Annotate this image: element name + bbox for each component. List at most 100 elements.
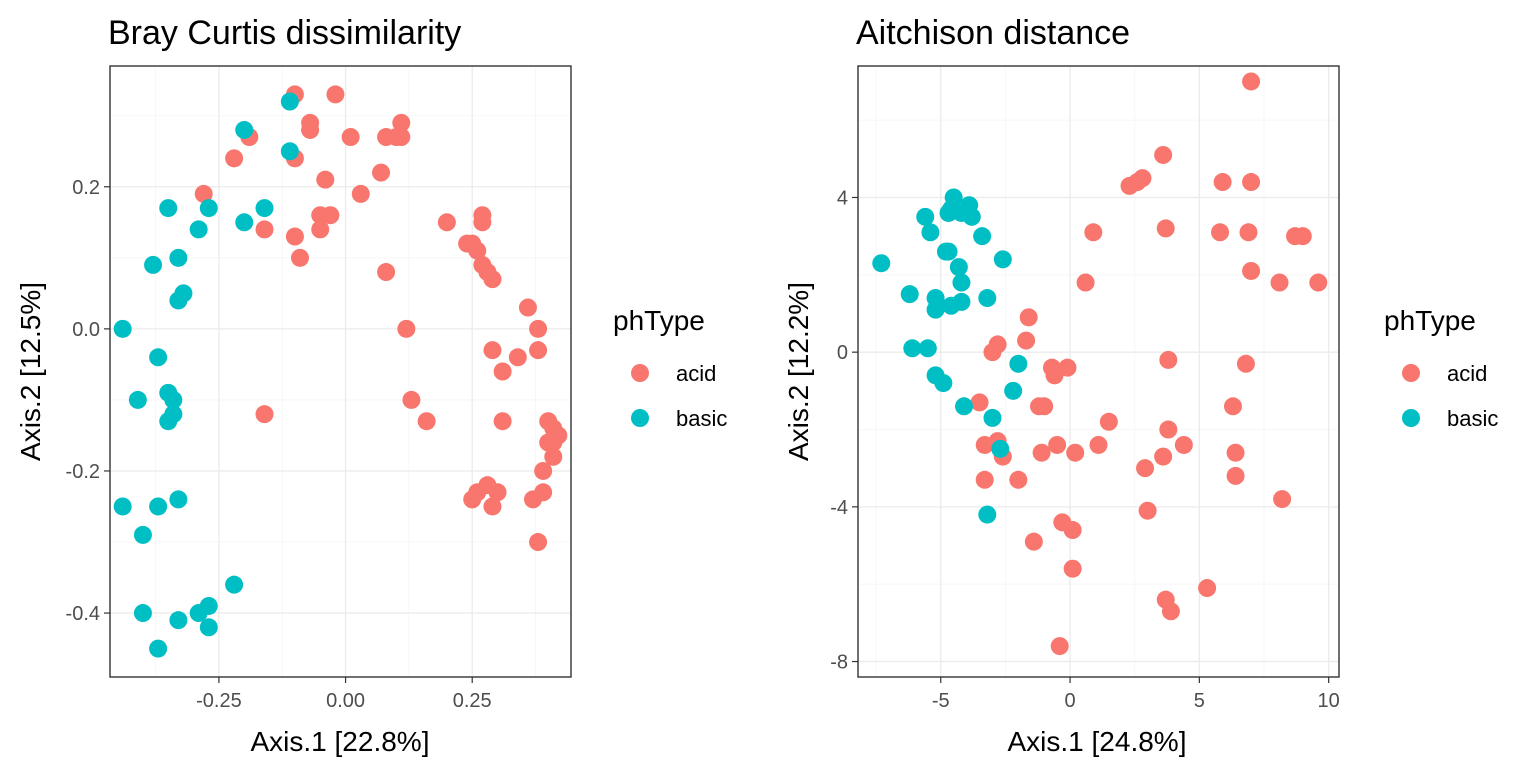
data-point-acid — [1138, 501, 1157, 520]
data-point-acid — [463, 490, 482, 509]
data-point-acid — [194, 184, 213, 203]
legend-marker-basic — [631, 409, 649, 427]
data-point-acid — [1242, 173, 1261, 192]
y-tick-label: -4 — [830, 497, 848, 519]
data-point-basic — [926, 300, 945, 319]
data-point-basic — [962, 207, 981, 226]
data-point-acid — [290, 248, 309, 267]
data-point-basic — [235, 213, 254, 232]
data-point-acid — [529, 319, 548, 338]
x-tick-label: 5 — [1194, 690, 1205, 712]
data-point-acid — [285, 227, 304, 246]
data-point-basic — [973, 227, 992, 246]
data-point-acid — [1273, 490, 1292, 509]
data-point-acid — [970, 393, 989, 412]
x-axis-title: Axis.1 [24.8%] — [1008, 726, 1187, 757]
data-point-acid — [1270, 273, 1289, 292]
data-point-basic — [199, 618, 218, 637]
data-point-acid — [1309, 273, 1328, 292]
data-point-acid — [1099, 412, 1118, 431]
data-point-basic — [169, 248, 188, 267]
data-point-basic — [952, 273, 971, 292]
data-point-basic — [169, 291, 188, 310]
data-point-acid — [1063, 521, 1082, 540]
data-point-basic — [149, 497, 168, 516]
y-axis-title: Axis.2 [12.5%] — [15, 282, 46, 461]
data-point-basic — [978, 505, 997, 524]
data-point-acid — [1156, 219, 1175, 238]
data-point-acid — [417, 412, 436, 431]
data-point-basic — [225, 575, 244, 594]
data-point-acid — [1076, 273, 1095, 292]
data-point-basic — [872, 254, 891, 273]
data-point-acid — [508, 348, 527, 367]
data-point-basic — [949, 258, 968, 277]
data-point-acid — [311, 220, 330, 239]
data-point-basic — [280, 92, 299, 111]
data-point-acid — [1063, 559, 1082, 578]
data-point-acid — [1154, 447, 1173, 466]
legend-marker-acid — [631, 364, 649, 382]
data-point-basic — [169, 611, 188, 630]
panel-border — [857, 65, 1340, 678]
data-point-acid — [518, 298, 537, 317]
data-point-acid — [1136, 459, 1155, 478]
data-point-basic — [903, 339, 922, 358]
data-point-acid — [1120, 176, 1139, 195]
legend: phType acid basic — [613, 305, 727, 431]
data-point-basic — [159, 412, 178, 431]
data-point-acid — [1154, 145, 1173, 164]
bray-curtis-plot: -0.25 0.00 0.25 -0.4 -0.2 0.0 0.2 Bray Curtis d… — [15, 14, 727, 757]
x-tick-label: 0.25 — [453, 690, 492, 712]
data-point-basic — [128, 390, 147, 409]
x-tick-label: 0 — [1064, 690, 1075, 712]
data-point-basic — [936, 242, 955, 261]
data-point-acid — [493, 412, 512, 431]
data-point-acid — [534, 461, 553, 480]
data-point-basic — [149, 348, 168, 367]
data-point-basic — [133, 604, 152, 623]
data-point-acid — [1293, 227, 1312, 246]
data-point-acid — [1242, 72, 1261, 91]
data-point-acid — [493, 362, 512, 381]
data-point-acid — [392, 128, 411, 147]
data-point-acid — [975, 435, 994, 454]
data-point-basic — [955, 397, 974, 416]
data-point-acid — [483, 497, 502, 516]
data-point-acid — [1058, 358, 1077, 377]
legend: phType acid basic — [1384, 305, 1498, 431]
data-point-basic — [144, 255, 163, 274]
data-point-acid — [1236, 354, 1255, 373]
data-point-acid — [1066, 443, 1085, 462]
data-point-basic — [199, 199, 218, 218]
data-point-basic — [164, 390, 183, 409]
data-point-acid — [1242, 261, 1261, 280]
data-point-basic — [280, 142, 299, 161]
data-point-acid — [1009, 470, 1028, 489]
legend-title: phType — [613, 305, 705, 336]
panel-border — [109, 65, 572, 678]
legend-marker-basic — [1402, 409, 1420, 427]
data-point-acid — [473, 213, 492, 232]
data-point-acid — [1159, 350, 1178, 369]
data-point-acid — [1223, 397, 1242, 416]
data-point-acid — [321, 206, 340, 225]
data-point-acid — [1084, 223, 1103, 242]
y-tick-label: 0.2 — [72, 177, 100, 199]
data-point-basic — [993, 250, 1012, 269]
data-point-basic — [113, 497, 132, 516]
data-point-acid — [1050, 637, 1069, 656]
data-point-acid — [1239, 223, 1258, 242]
y-tick-label: 0.0 — [72, 319, 100, 341]
data-point-acid — [301, 120, 320, 139]
x-axis-title: Axis.1 [22.8%] — [251, 726, 430, 757]
data-point-basic — [939, 203, 958, 222]
data-point-basic — [113, 319, 132, 338]
y-tick-label: -0.2 — [66, 461, 100, 483]
data-point-acid — [488, 483, 507, 502]
y-tick-label: 4 — [837, 187, 848, 209]
data-point-acid — [225, 149, 244, 168]
data-point-acid — [983, 343, 1002, 362]
data-point-basic — [149, 639, 168, 658]
